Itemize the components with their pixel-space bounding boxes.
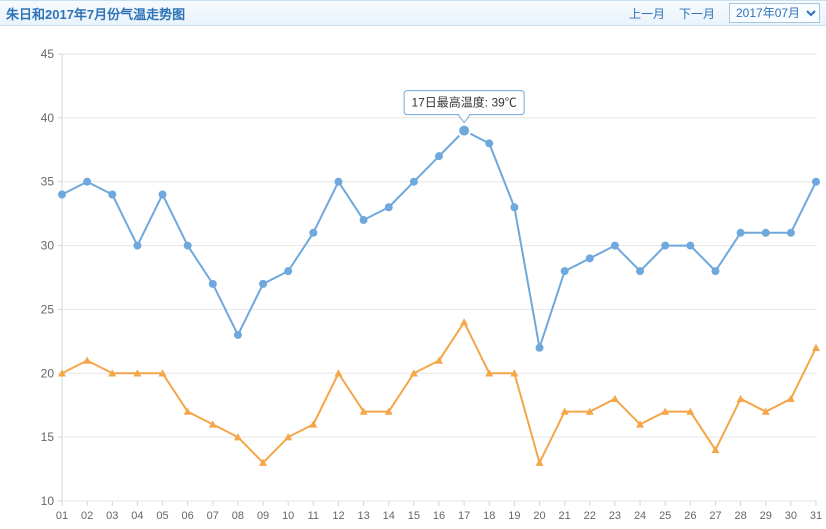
next-month-link[interactable]: 下一月 bbox=[679, 5, 715, 22]
svg-text:14: 14 bbox=[383, 510, 395, 522]
svg-text:10: 10 bbox=[41, 494, 55, 508]
svg-text:21: 21 bbox=[559, 510, 571, 522]
svg-text:23: 23 bbox=[609, 510, 621, 522]
svg-text:11: 11 bbox=[308, 510, 319, 522]
svg-text:28: 28 bbox=[734, 510, 746, 522]
svg-text:26: 26 bbox=[684, 510, 696, 522]
prev-month-link[interactable]: 上一月 bbox=[629, 5, 665, 22]
svg-text:03: 03 bbox=[106, 510, 118, 522]
svg-text:09: 09 bbox=[257, 510, 269, 522]
svg-text:29: 29 bbox=[760, 510, 772, 522]
month-selector[interactable]: 2017年07月 bbox=[729, 3, 820, 23]
svg-text:35: 35 bbox=[41, 175, 55, 189]
svg-text:12: 12 bbox=[332, 510, 344, 522]
chart-title: 朱日和2017年7月份气温走势图 bbox=[6, 4, 185, 23]
chart-svg: 10 15 20 25 30 35 40 45 01 02 03 04 05 06 07 08 09 10 11 12… bbox=[0, 26, 826, 529]
svg-text:31: 31 bbox=[810, 510, 822, 522]
svg-text:17: 17 bbox=[458, 510, 470, 522]
svg-text:25: 25 bbox=[659, 510, 671, 522]
month-nav: 上一月 下一月 2017年07月 bbox=[629, 3, 820, 23]
svg-text:07: 07 bbox=[207, 510, 219, 522]
svg-text:02: 02 bbox=[81, 510, 93, 522]
svg-text:22: 22 bbox=[584, 510, 596, 522]
svg-text:13: 13 bbox=[357, 510, 369, 522]
svg-text:08: 08 bbox=[232, 510, 244, 522]
svg-text:18: 18 bbox=[483, 510, 495, 522]
svg-text:45: 45 bbox=[41, 47, 55, 61]
svg-text:30: 30 bbox=[785, 510, 797, 522]
svg-text:01: 01 bbox=[56, 510, 68, 522]
chart-area: 温度 (℃) 101520253035404501020304050607080… bbox=[0, 26, 826, 529]
svg-text:15: 15 bbox=[41, 430, 55, 444]
svg-text:04: 04 bbox=[131, 510, 143, 522]
svg-text:10: 10 bbox=[282, 510, 294, 522]
svg-text:16: 16 bbox=[433, 510, 445, 522]
svg-text:15: 15 bbox=[408, 510, 420, 522]
svg-text:20: 20 bbox=[533, 510, 545, 522]
svg-text:19: 19 bbox=[508, 510, 520, 522]
svg-text:06: 06 bbox=[182, 510, 194, 522]
svg-text:20: 20 bbox=[41, 366, 55, 380]
svg-text:30: 30 bbox=[41, 239, 55, 253]
svg-text:25: 25 bbox=[41, 302, 55, 316]
svg-text:27: 27 bbox=[709, 510, 721, 522]
svg-text:24: 24 bbox=[634, 510, 646, 522]
svg-text:40: 40 bbox=[41, 111, 55, 125]
chart-header: 朱日和2017年7月份气温走势图 上一月 下一月 2017年07月 bbox=[0, 0, 826, 26]
svg-text:17日最高温度: 39℃: 17日最高温度: 39℃ bbox=[411, 95, 516, 110]
svg-text:05: 05 bbox=[156, 510, 168, 522]
